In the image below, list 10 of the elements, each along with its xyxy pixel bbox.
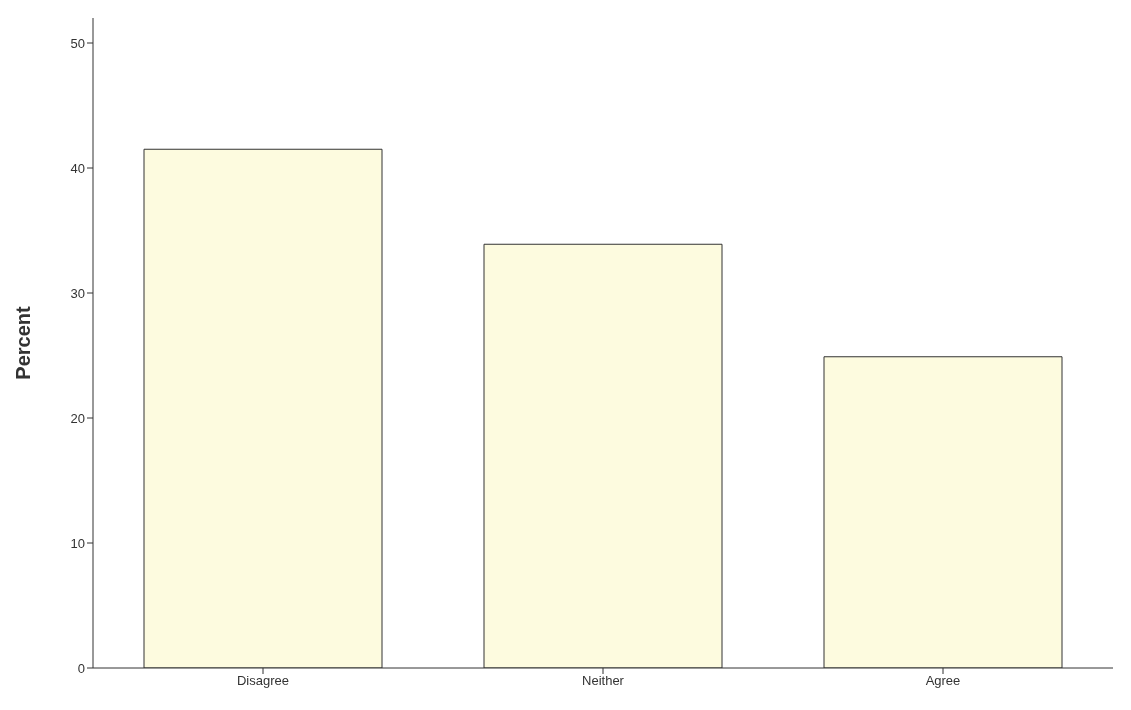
y-tick-label: 50 [70, 35, 85, 51]
y-axis-title: Percent [12, 305, 35, 380]
y-tick-label: 20 [70, 410, 85, 426]
y-tick-label: 0 [77, 660, 85, 676]
y-tick-label: 40 [70, 160, 85, 176]
y-tick-label: 10 [70, 535, 85, 551]
y-tick-label: 30 [70, 285, 85, 301]
x-tick-label: Disagree [236, 673, 290, 689]
x-tick-label: Agree [925, 673, 961, 689]
x-tick-label: Neither [582, 673, 625, 689]
